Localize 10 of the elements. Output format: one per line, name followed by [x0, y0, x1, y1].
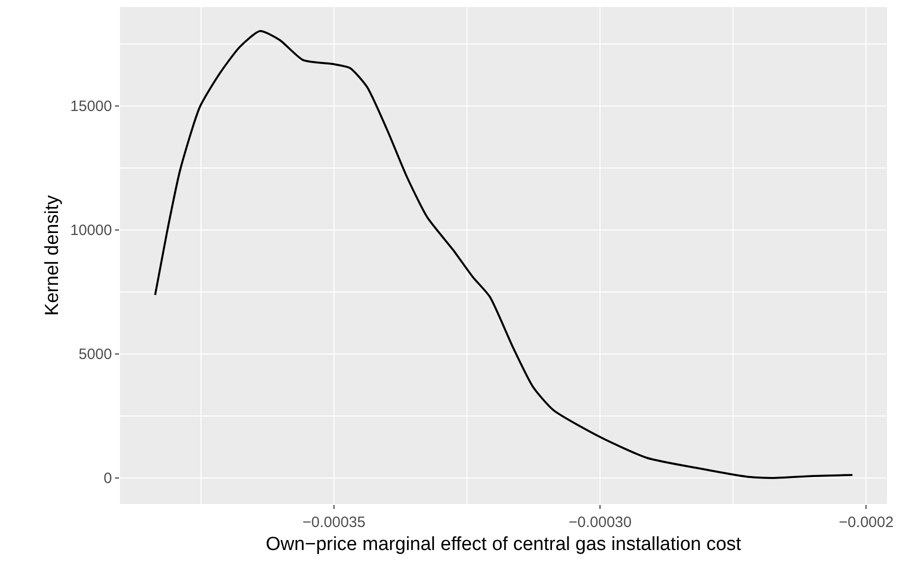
y-axis-title: Kernel density — [42, 194, 64, 316]
line-series — [154, 30, 854, 479]
x-tick-label: −0.00035 — [302, 514, 366, 531]
y-tick-label: 10000 — [70, 222, 112, 240]
y-tick-label: 0 — [104, 470, 112, 488]
x-axis-title: Own−price marginal effect of central gas installation cost — [266, 534, 742, 555]
y-tick-label: 5000 — [78, 346, 112, 364]
y-tick-label: 15000 — [70, 98, 112, 116]
x-tick-label: −0.0002 — [838, 514, 894, 531]
x-tick-label: −0.00030 — [568, 514, 632, 531]
